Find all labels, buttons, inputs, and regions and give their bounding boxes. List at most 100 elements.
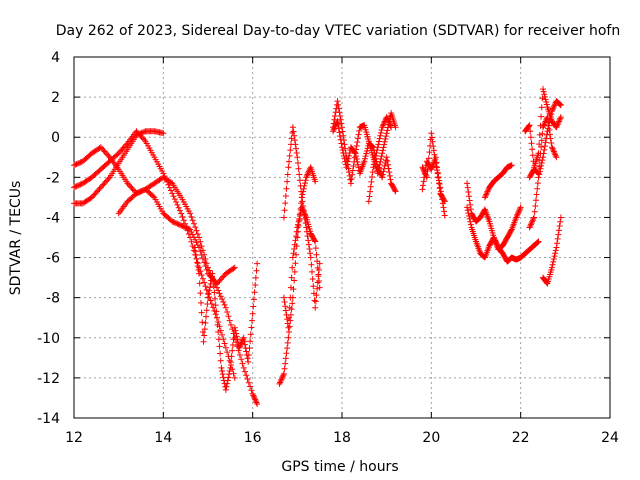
data-point-marker	[292, 141, 299, 148]
data-point-marker	[294, 221, 301, 228]
data-point-marker	[73, 161, 80, 168]
data-point-marker	[180, 223, 187, 230]
data-point-marker	[281, 365, 288, 372]
data-point-marker	[289, 300, 296, 307]
y-tick-label: 2	[51, 90, 60, 106]
data-point-marker	[194, 259, 201, 266]
data-point-marker	[217, 327, 224, 334]
x-tick-label: 18	[333, 430, 351, 446]
data-point-marker	[368, 178, 375, 185]
data-point-marker	[222, 344, 229, 351]
data-point-marker	[303, 172, 310, 179]
data-point-marker	[551, 102, 558, 109]
data-point-marker	[220, 298, 227, 305]
data-point-marker	[289, 264, 296, 271]
data-point-marker	[72, 183, 79, 190]
series-sat-d	[115, 186, 238, 287]
data-point-marker	[88, 194, 95, 201]
data-point-marker	[550, 148, 557, 155]
data-point-marker	[548, 139, 555, 146]
data-point-marker	[290, 128, 297, 135]
data-point-marker	[286, 152, 293, 159]
data-point-marker	[529, 146, 536, 153]
data-point-marker	[192, 251, 199, 258]
data-point-marker	[339, 128, 346, 135]
data-point-marker	[337, 133, 344, 140]
data-point-marker	[363, 147, 370, 154]
data-point-marker	[467, 218, 474, 225]
data-point-marker	[386, 169, 393, 176]
data-point-marker	[336, 129, 343, 136]
data-point-marker	[384, 115, 391, 122]
series-sat-e	[191, 244, 261, 393]
data-point-marker	[187, 210, 194, 217]
data-point-marker	[314, 258, 321, 265]
data-point-marker	[335, 125, 342, 132]
data-point-marker	[175, 221, 182, 228]
data-point-marker	[100, 147, 107, 154]
data-point-marker	[283, 311, 290, 318]
data-point-marker	[552, 151, 559, 158]
data-point-marker	[188, 213, 195, 220]
data-point-marker	[217, 276, 224, 283]
data-point-marker	[543, 115, 550, 122]
data-point-marker	[192, 236, 199, 243]
data-point-marker	[234, 336, 241, 343]
data-point-marker	[348, 176, 355, 183]
data-point-marker	[330, 128, 337, 135]
data-point-marker	[345, 155, 352, 162]
data-point-marker	[428, 130, 435, 137]
series-sat-k	[365, 114, 395, 205]
y-tick-label: -2	[46, 170, 60, 186]
data-point-marker	[341, 141, 348, 148]
data-point-marker	[182, 224, 189, 231]
data-point-marker	[282, 303, 289, 310]
data-point-marker	[215, 279, 222, 286]
data-point-marker	[339, 124, 345, 131]
series-sat-t	[526, 114, 560, 181]
data-point-marker	[466, 197, 473, 204]
data-point-marker	[283, 185, 290, 192]
data-point-marker	[296, 171, 303, 178]
data-point-marker	[122, 143, 129, 150]
data-point-marker	[238, 356, 245, 363]
data-point-marker	[226, 371, 233, 378]
data-point-marker	[96, 185, 103, 192]
data-point-marker	[515, 208, 522, 215]
data-point-marker	[254, 400, 261, 407]
data-point-marker	[277, 378, 284, 385]
data-point-marker	[105, 152, 112, 159]
data-point-marker	[114, 151, 121, 158]
data-point-marker	[104, 177, 111, 184]
data-point-marker	[363, 150, 370, 157]
data-point-marker	[378, 172, 385, 179]
data-point-marker	[296, 177, 303, 184]
data-point-marker	[551, 149, 558, 156]
data-point-marker	[231, 324, 238, 331]
data-point-marker	[513, 213, 520, 220]
data-point-marker	[211, 289, 218, 296]
data-point-marker	[376, 138, 383, 145]
data-point-marker	[242, 341, 249, 348]
data-point-marker	[554, 240, 561, 247]
data-point-marker	[207, 297, 214, 304]
data-point-marker	[550, 103, 557, 110]
x-tick-label: 12	[65, 430, 83, 446]
data-point-marker	[346, 169, 353, 176]
data-point-marker	[212, 295, 219, 302]
y-tick-label: -8	[46, 291, 60, 307]
data-point-marker	[392, 188, 399, 195]
data-point-marker	[188, 229, 195, 236]
data-point-marker	[344, 161, 351, 168]
data-point-marker	[538, 143, 545, 150]
data-point-marker	[139, 129, 146, 136]
data-point-marker	[381, 138, 388, 145]
data-point-marker	[538, 104, 545, 111]
data-point-marker	[250, 393, 257, 400]
data-point-marker	[339, 144, 345, 151]
data-point-marker	[250, 392, 257, 399]
data-point-marker	[128, 184, 135, 191]
data-point-marker	[78, 180, 85, 187]
data-point-marker	[216, 290, 223, 297]
